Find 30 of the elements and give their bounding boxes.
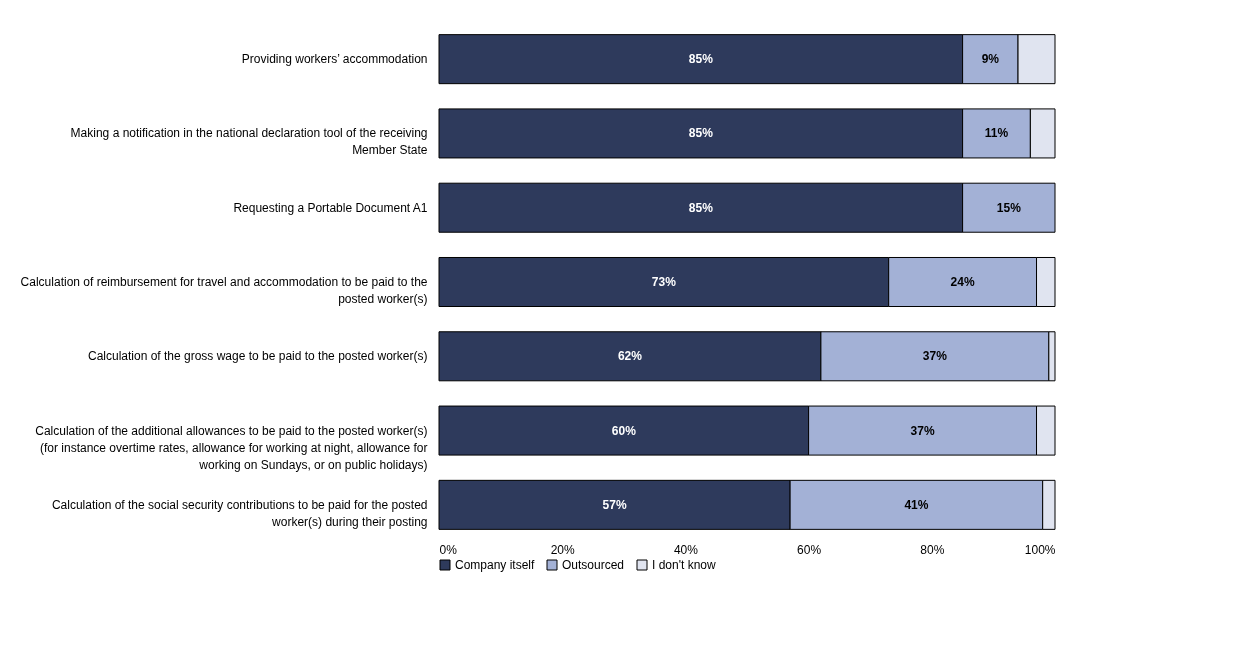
data-label: 15% <box>996 200 1022 215</box>
x-tick-label: 80% <box>920 542 945 557</box>
y-tick-label: Requesting a Portable Document A1 <box>233 200 428 215</box>
data-label: 57% <box>602 497 627 512</box>
data-label: 41% <box>904 497 929 512</box>
x-tick-label: 20% <box>550 542 576 557</box>
data-label: 73% <box>651 275 677 289</box>
x-tick-label: 0% <box>439 542 458 557</box>
data-label: 60% <box>611 423 637 438</box>
data-label: 9% <box>981 52 1000 67</box>
y-tick-label: Calculation of the additional allowances to be paid to the posted worker(s) (for instance overtime rates, allowance for working at night, allowance for working on Sundays, or on public holidays) <box>35 423 428 472</box>
x-tick-label: 100% <box>1024 542 1056 557</box>
y-tick-label: Calculation of the gross wage to be paid to the posted worker(s) <box>87 349 428 364</box>
y-tick-label: Making a notification in the national declaration tool of the receiving Member State <box>70 126 428 158</box>
legend-label: Company itself <box>455 558 536 572</box>
data-label: 85% <box>688 126 714 141</box>
data-label: 62% <box>617 349 643 364</box>
data-label: 85% <box>688 200 714 215</box>
data-label: 11% <box>984 126 1009 141</box>
legend-label: Outsourced <box>562 558 625 572</box>
y-tick-label: Calculation of reimbursement for travel and accommodation to be paid to the posted worker(s) <box>20 275 428 306</box>
data-label: 24% <box>950 275 975 289</box>
data-label: 85% <box>688 52 714 67</box>
data-label: 37% <box>910 423 935 438</box>
y-tick-label: Providing workers’ accommodation <box>241 52 428 67</box>
legend-label: I don't know <box>652 558 716 572</box>
x-tick-label: 60% <box>797 542 822 557</box>
data-label: 37% <box>922 349 948 364</box>
x-tick-label: 40% <box>673 542 699 557</box>
y-tick-label: Calculation of the social security contributions to be paid for the posted worker(s) during their posting <box>51 497 428 529</box>
